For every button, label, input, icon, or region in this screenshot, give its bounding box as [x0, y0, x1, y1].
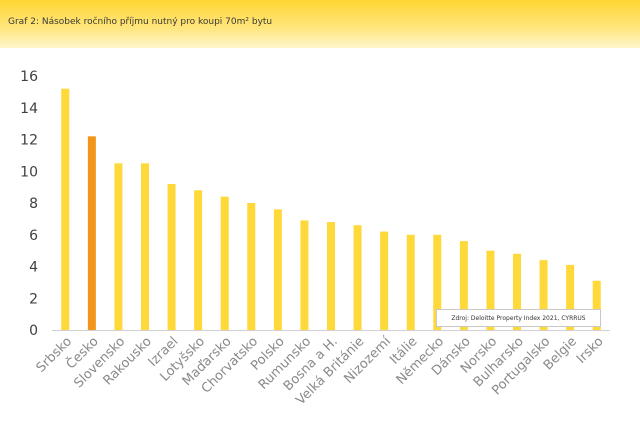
y-tick-label: 4 — [29, 260, 38, 276]
bar-10 — [327, 222, 335, 330]
bar-5 — [194, 190, 203, 330]
bar-0 — [61, 88, 70, 330]
bar-8 — [273, 209, 282, 330]
y-tick-label: 2 — [29, 291, 38, 307]
bar-4 — [167, 183, 176, 330]
y-tick-label: 0 — [29, 323, 38, 339]
bar-6 — [220, 196, 229, 330]
x-tick-label: Irsko — [574, 334, 607, 367]
bar-13 — [406, 234, 415, 330]
bar-16 — [486, 250, 495, 330]
chart-header-bar: Graf 2: Násobek ročního příjmu nutný pro… — [0, 0, 640, 48]
chart-title: Graf 2: Násobek ročního příjmu nutný pro… — [8, 17, 273, 27]
y-tick-label: 12 — [20, 133, 38, 149]
source-note-box: Zdroj: Deloitte Property Index 2021, CYR… — [436, 309, 601, 327]
bar-7 — [247, 203, 256, 330]
bar-17 — [513, 253, 521, 330]
y-tick-label: 10 — [20, 164, 38, 180]
x-tick-label: Srbsko — [34, 334, 75, 375]
y-tick-label: 8 — [29, 196, 38, 212]
bar-11 — [353, 225, 362, 330]
y-tick-label: 6 — [29, 228, 38, 244]
bar-9 — [300, 220, 309, 330]
bar-2 — [114, 163, 123, 330]
bar-12 — [380, 231, 389, 330]
bar-3 — [141, 163, 149, 330]
bar-15 — [459, 241, 468, 330]
bar-18 — [539, 260, 548, 330]
y-tick-label: 14 — [20, 101, 38, 117]
bar-19 — [566, 264, 575, 330]
bar-20 — [592, 280, 601, 330]
y-tick-label: 16 — [20, 69, 38, 85]
bar-14 — [433, 234, 442, 330]
bar-1 — [87, 136, 96, 330]
source-note: Zdroj: Deloitte Property Index 2021, CYR… — [451, 314, 586, 322]
